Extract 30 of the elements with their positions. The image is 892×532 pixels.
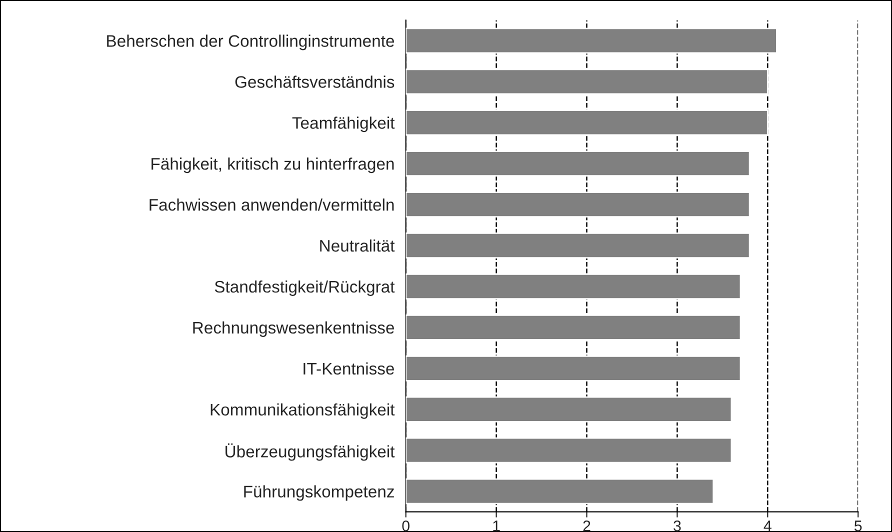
bar [406, 192, 750, 218]
y-tick-label: Fachwissen anwenden/vermitteln [150, 198, 394, 211]
y-tick-label: Überzeugungsfähigkeit [226, 443, 395, 461]
x-tick-label: 1 [493, 520, 500, 532]
y-tick-label: IT-Kentnisse [304, 362, 394, 375]
bar [406, 478, 714, 504]
bar [406, 68, 768, 95]
x-tick-label: 2 [583, 520, 590, 532]
x-tick-label: 3 [674, 520, 681, 532]
bar [406, 274, 742, 300]
y-tick-label: Standfestigkeit/Rückgrat [214, 280, 395, 296]
bar [406, 396, 732, 422]
y-tick-label: Rechnungswesenkentnisse [193, 321, 394, 337]
x-tick-label: 0 [402, 520, 410, 532]
bar [406, 355, 742, 382]
bar [406, 28, 778, 54]
y-tick-label: Neutralität [320, 239, 395, 252]
y-tick-label: Kommunikationsfähigkeit [210, 403, 395, 419]
bar [406, 314, 742, 340]
x-tick-label: 5 [854, 520, 862, 532]
x-tick-label: 4 [764, 520, 772, 532]
y-tick-label: Fähigkeit, kritisch zu hinterfragen [152, 158, 394, 174]
y-tick-label: Geschäftsverständnis [235, 76, 394, 88]
bar [406, 150, 750, 177]
y-tick-label: Führungskompetenz [244, 485, 394, 501]
bar [406, 437, 732, 464]
y-tick-label: Teamfähigkeit [292, 116, 395, 132]
bar [406, 110, 768, 136]
y-tick-label: Beherschen der Controllinginstrumente [107, 34, 394, 50]
bar [406, 232, 750, 258]
